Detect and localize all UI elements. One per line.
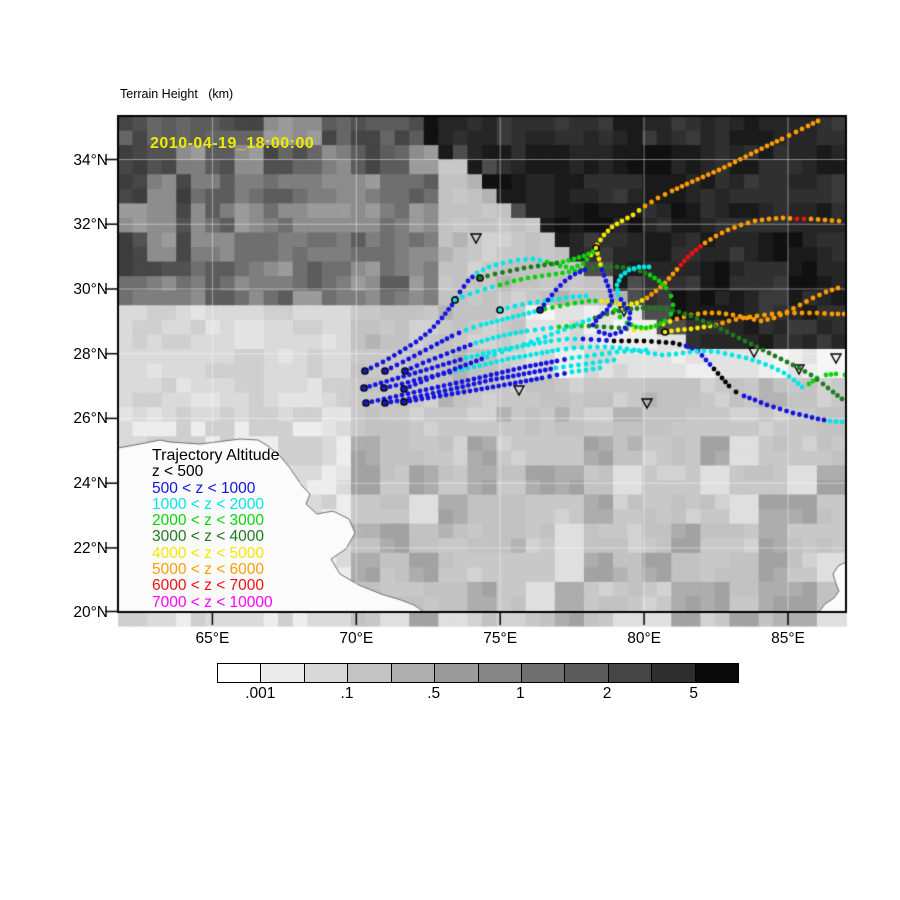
colorbar-cell [218,664,262,682]
lon-tick-label: 70°E [339,630,374,647]
lon-tick-label: 75°E [483,630,518,647]
lat-tick-label: 26°N [73,410,108,428]
colorbar-tick-label: .5 [427,685,441,702]
colorbar-tick-label: 5 [689,685,698,702]
lat-tick-label: 34°N [73,151,108,169]
lon-tick-label: 80°E [627,630,661,647]
lon-tick-label: 85°E [771,630,805,647]
colorbar-tick-label: .001 [245,685,276,702]
colorbar-tick-label: 2 [602,685,612,702]
legend-entry-4: 3000 < z < 4000 [152,528,265,546]
timestamp-label: 2010-04-19_18:00:00 [150,135,315,152]
colorbar-cell [391,664,436,682]
legend-entry-6: 5000 < z < 6000 [152,561,265,579]
plot-title: Terrain Height (km) [120,87,234,101]
lat-tick-label: 22°N [73,539,108,557]
colorbar-cell [521,664,566,682]
lat-tick-label: 30°N [73,281,108,298]
legend-entry-2: 1000 < z < 2000 [152,495,265,513]
terrain-colorbar [217,663,739,683]
colorbar-tick-label: 1 [516,685,525,702]
colorbar-tick-label: .1 [340,685,354,702]
legend-title: Trajectory Altitude [152,447,280,464]
colorbar-cell [695,664,739,682]
legend-entry-0: z < 500 [152,463,204,481]
lon-tick-label: 65°E [195,630,230,647]
colorbar-cell [348,664,392,682]
legend-entry-7: 6000 < z < 7000 [152,577,265,595]
lat-tick-label: 32°N [73,216,108,234]
lat-tick-label: 24°N [73,475,108,493]
legend-entry-5: 4000 < z < 5000 [152,544,265,562]
legend-entry-3: 2000 < z < 3000 [152,512,265,530]
legend-entry-1: 500 < z < 1000 [152,479,256,497]
colorbar-cell [565,664,609,682]
colorbar-cell [608,664,653,682]
legend-entry-8: 7000 < z < 10000 [152,593,273,611]
lat-tick-label: 28°N [73,345,108,363]
colorbar-cell [435,664,479,682]
map-canvas [0,0,900,740]
colorbar-cell [304,664,349,682]
colorbar-cell [261,664,305,682]
trajectory-altitude-legend: Trajectory Altitude z < 500 500 < z < 100… [152,447,280,611]
colorbar-cell [478,664,522,682]
colorbar-cell [652,664,696,682]
lat-tick-label: 20°N [73,603,108,621]
